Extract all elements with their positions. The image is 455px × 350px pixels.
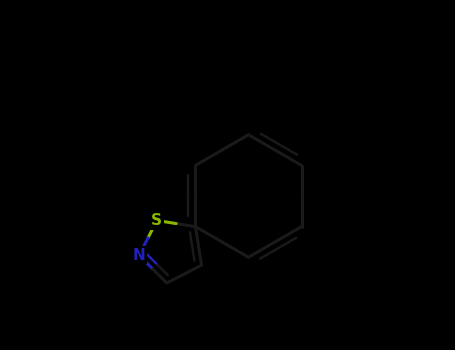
Text: S: S bbox=[152, 213, 162, 228]
Text: N: N bbox=[133, 248, 146, 263]
